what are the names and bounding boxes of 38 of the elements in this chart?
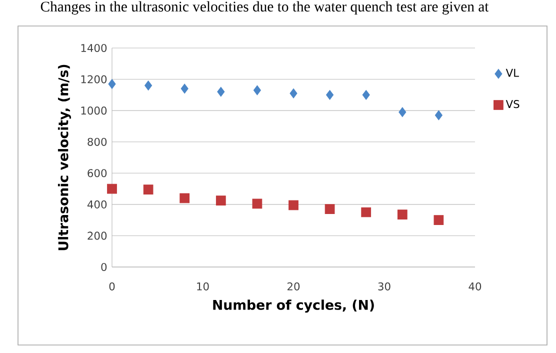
point: [108, 79, 116, 89]
y-tick-label: 1000: [81, 106, 107, 115]
point: [434, 215, 444, 226]
y-tick-label: 600: [88, 169, 107, 178]
point: [143, 184, 154, 194]
text: Changes in the ultrasonic velocities due to the water quench test are given at: [40, 1, 489, 15]
point: [362, 90, 370, 100]
point: [252, 198, 262, 209]
x-axis-title: Number of cycles, (N): [213, 300, 374, 313]
point: [361, 207, 372, 218]
y-tick-label: 200: [88, 232, 107, 240]
y-tick-label: 800: [88, 138, 107, 146]
x-tick-label: 20: [287, 282, 300, 290]
point: [324, 204, 335, 214]
y-tick-label: 0: [101, 262, 107, 272]
point: [253, 85, 261, 96]
point: [217, 86, 225, 97]
point: [290, 88, 298, 98]
point: [180, 84, 188, 94]
point: [398, 107, 406, 118]
point: [180, 193, 190, 204]
y-tick-label: 1200: [81, 75, 107, 84]
x-tick-label: 30: [378, 282, 390, 290]
point: [397, 210, 408, 220]
x-tick-label: 0: [109, 282, 115, 290]
y-tick-label: 400: [87, 200, 107, 208]
x-tick-label: 10: [197, 282, 209, 290]
point: [216, 196, 226, 206]
point: [326, 90, 334, 100]
point: [434, 110, 442, 120]
point: [144, 80, 152, 90]
point: [107, 184, 117, 194]
y-axis-title: Ultrasonic velocity, (m/s): [58, 64, 71, 250]
point: [288, 200, 298, 210]
legend-label: VL: [506, 68, 519, 77]
y-tick-label: 1400: [81, 44, 107, 52]
x-tick-label: 40: [468, 282, 482, 290]
legend-label: VS: [506, 100, 520, 108]
